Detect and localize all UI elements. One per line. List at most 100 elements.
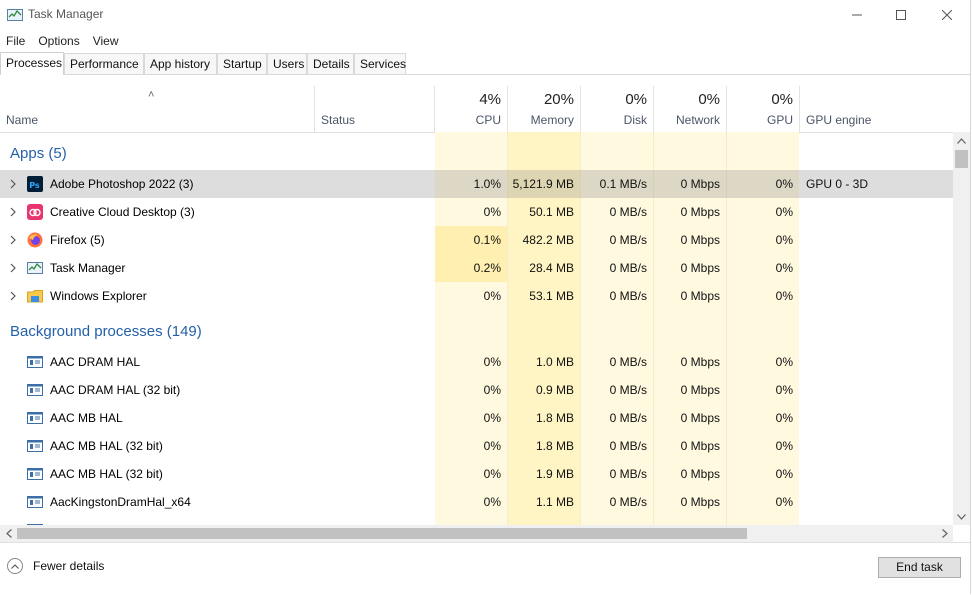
maximize-icon <box>896 10 906 20</box>
close-button[interactable] <box>924 0 970 30</box>
tab-users[interactable]: Users <box>267 53 307 74</box>
table-row[interactable]: AAC MB HAL (32 bit) 0% 1.8 MB 0 MB/s 0 M… <box>0 432 953 460</box>
memory-total: 20% <box>543 91 574 108</box>
column-network[interactable]: 0% Network <box>654 86 727 132</box>
task-manager-icon <box>27 262 43 274</box>
group-header-apps[interactable]: Apps (5) <box>0 139 953 167</box>
chevron-right-icon[interactable] <box>8 263 18 273</box>
minimize-button[interactable] <box>834 0 880 30</box>
column-status[interactable]: Status <box>315 86 435 132</box>
chevron-up-icon <box>7 558 23 574</box>
scroll-right-icon[interactable] <box>936 525 953 542</box>
menu-bar: File Options View <box>0 30 126 50</box>
chevron-right-icon[interactable] <box>8 235 18 245</box>
gpu-value: 0% <box>775 411 793 425</box>
process-name: AAC MB HAL (32 bit) <box>50 467 163 481</box>
creative-cloud-icon <box>27 204 43 220</box>
column-network-label: Network <box>675 113 720 127</box>
memory-value: 1.8 MB <box>535 439 574 453</box>
gpu-value: 0% <box>775 439 793 453</box>
menu-options[interactable]: Options <box>38 34 80 48</box>
vertical-scroll-thumb[interactable] <box>955 150 968 168</box>
chevron-right-icon[interactable] <box>8 291 18 301</box>
tab-startup[interactable]: Startup <box>217 53 267 74</box>
cpu-value: 0% <box>483 205 501 219</box>
vertical-scrollbar[interactable] <box>953 132 970 525</box>
table-row[interactable]: AAC MB HAL (32 bit) 0% 1.9 MB 0 MB/s 0 M… <box>0 460 953 488</box>
disk-value: 0 MB/s <box>609 233 647 247</box>
horizontal-scroll-thumb[interactable] <box>17 528 747 539</box>
table-row[interactable]: Creative Cloud Desktop (3) 0% 50.1 MB 0 … <box>0 198 953 226</box>
network-value: 0 Mbps <box>680 495 720 509</box>
table-row[interactable]: AacKingstonDramHal_x64 0% 1.1 MB 0 MB/s … <box>0 488 953 516</box>
group-header-background[interactable]: Background processes (149) <box>0 317 953 345</box>
table-row[interactable]: Ps Adobe Photoshop 2022 (3) 1.0% 5,121.9… <box>0 170 953 198</box>
tab-services[interactable]: Services <box>354 53 406 74</box>
process-name: Firefox (5) <box>50 233 105 247</box>
chevron-right-icon[interactable] <box>8 207 18 217</box>
menu-file[interactable]: File <box>6 34 26 48</box>
gpu-engine-value: GPU 0 - 3D <box>806 177 869 191</box>
fewer-details-label: Fewer details <box>33 559 105 573</box>
cpu-value: 1.0% <box>473 177 501 191</box>
column-gpu-label: GPU <box>766 113 793 127</box>
memory-value: 1.9 MB <box>535 467 574 481</box>
process-icon <box>27 412 43 424</box>
network-value: 0 Mbps <box>680 383 720 397</box>
maximize-button[interactable] <box>878 0 924 30</box>
memory-value: 1.1 MB <box>535 495 574 509</box>
svg-text:Ps: Ps <box>29 181 40 190</box>
minimize-icon <box>852 14 862 16</box>
table-row[interactable]: Task Manager 0.2% 28.4 MB 0 MB/s 0 Mbps … <box>0 254 953 282</box>
memory-value: 482.2 MB <box>522 233 574 247</box>
process-name: AAC MB HAL (32 bit) <box>50 439 163 453</box>
table-row[interactable]: Windows Explorer 0% 53.1 MB 0 MB/s 0 Mbp… <box>0 282 953 310</box>
tab-performance[interactable]: Performance <box>64 53 144 74</box>
cpu-value: 0.1% <box>473 233 501 247</box>
table-row[interactable]: AAC DRAM HAL 0% 1.0 MB 0 MB/s 0 Mbps 0% <box>0 348 953 376</box>
horizontal-scrollbar[interactable] <box>0 525 953 542</box>
memory-heat-column <box>508 132 581 525</box>
end-task-button[interactable]: End task <box>878 557 961 578</box>
gpu-heat-column <box>727 132 799 525</box>
network-value: 0 Mbps <box>680 205 720 219</box>
tab-details[interactable]: Details <box>307 53 354 74</box>
table-row[interactable]: AAC DRAM HAL (32 bit) 0% 0.9 MB 0 MB/s 0… <box>0 376 953 404</box>
cpu-heat-column <box>435 132 508 525</box>
title-bar[interactable]: Task Manager <box>0 0 970 30</box>
gpu-value: 0% <box>775 205 793 219</box>
tab-app-history[interactable]: App history <box>144 53 217 74</box>
cpu-heat-cell <box>435 226 507 254</box>
scroll-down-icon[interactable] <box>953 508 970 525</box>
menu-view[interactable]: View <box>92 34 119 48</box>
table-row[interactable]: AAC MB HAL 0% 1.8 MB 0 MB/s 0 Mbps 0% <box>0 404 953 432</box>
column-gpu[interactable]: 0% GPU <box>727 86 800 132</box>
process-name: AAC DRAM HAL <box>50 355 141 369</box>
process-icon <box>27 356 43 368</box>
scroll-left-icon[interactable] <box>0 525 17 542</box>
gpu-value: 0% <box>775 177 793 191</box>
group-title-apps: Apps (5) <box>10 145 67 162</box>
gpu-value: 0% <box>775 233 793 247</box>
column-disk[interactable]: 0% Disk <box>581 86 654 132</box>
task-manager-icon <box>7 9 23 21</box>
disk-value: 0 MB/s <box>609 261 647 275</box>
gpu-value: 0% <box>775 355 793 369</box>
group-title-background: Background processes (149) <box>10 323 202 340</box>
chevron-right-icon[interactable] <box>8 179 18 189</box>
column-memory[interactable]: 20% Memory <box>508 86 581 132</box>
column-status-label: Status <box>321 113 356 127</box>
column-gpu-engine[interactable]: GPU engine <box>800 86 970 132</box>
gpu-total: 0% <box>771 91 793 108</box>
table-row[interactable]: Firefox (5) 0.1% 482.2 MB 0 MB/s 0 Mbps … <box>0 226 953 254</box>
column-cpu[interactable]: 4% CPU <box>435 86 508 132</box>
footer-bar: Fewer details End task <box>0 542 970 594</box>
scroll-up-icon[interactable] <box>953 132 970 149</box>
process-name: Windows Explorer <box>50 289 147 303</box>
close-icon <box>942 10 952 20</box>
table-row[interactable] <box>0 516 953 525</box>
fewer-details-button[interactable]: Fewer details <box>7 558 104 574</box>
tab-processes[interactable]: Processes <box>0 52 64 75</box>
process-list: Apps (5) Ps Adobe Photoshop 2022 (3) 1.0… <box>0 132 953 525</box>
column-name[interactable]: ˄ Name <box>0 86 315 132</box>
